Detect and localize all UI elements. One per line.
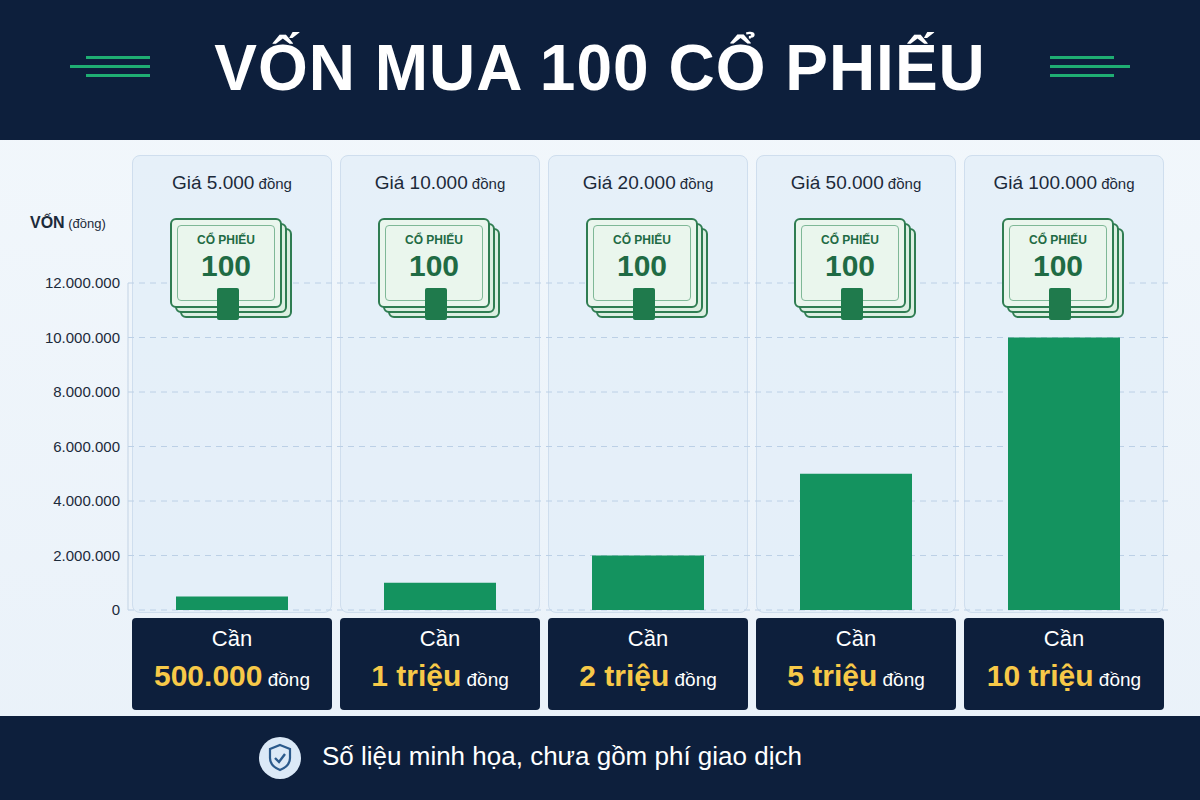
html-text:Giá 100.000đồng: Giá 100.000đồng: [993, 172, 1135, 193]
html-text:Giá 5.000đồng: Giá 5.000đồng: [172, 172, 292, 193]
svg-text:12.000.000: 12.000.000: [45, 274, 120, 291]
svg-text:6.000.000: 6.000.000: [53, 438, 120, 455]
html-text:CỔ PHIẾU: CỔ PHIẾU: [197, 233, 255, 247]
html-text:CỔ PHIẾU: CỔ PHIẾU: [1029, 233, 1087, 247]
html-text:Giá 20.000đồng: Giá 20.000đồng: [582, 172, 714, 193]
html-text:100: 100: [409, 249, 459, 282]
html-text:VỐN MUA 100 CỔ PHIẾU: VỐN MUA 100 CỔ PHIẾU: [214, 32, 986, 104]
html-text:100: 100: [1033, 249, 1083, 282]
html-text:Số liệu minh họa, chưa gồm phí: Số liệu minh họa, chưa gồm phí giao dịch: [322, 741, 802, 771]
html-text:10 triệuđồng: 10 triệuđồng: [986, 659, 1142, 692]
html-text:Giá 50.000đồng: Giá 50.000đồng: [790, 172, 922, 193]
html-text:Cần: Cần: [835, 626, 877, 651]
html-text:CỔ PHIẾU: CỔ PHIẾU: [405, 233, 463, 247]
svg-text:8.000.000: 8.000.000: [53, 383, 120, 400]
html-text:1 triệuđồng: 1 triệuđồng: [371, 659, 509, 692]
svg-text:0: 0: [112, 601, 120, 618]
html-text:Cần: Cần: [211, 626, 253, 651]
html-text:500.000đồng: 500.000đồng: [154, 659, 310, 692]
html-text:5 triệuđồng: 5 triệuđồng: [787, 659, 925, 692]
html-text:VỐN (đồng): VỐN (đồng): [30, 214, 106, 231]
html-text:Cần: Cần: [1043, 626, 1085, 651]
html-text:100: 100: [825, 249, 875, 282]
html-text:100: 100: [617, 249, 667, 282]
svg-text:10.000.000: 10.000.000: [45, 329, 120, 346]
html-text:Giá 10.000đồng: Giá 10.000đồng: [374, 172, 506, 193]
svg-text:2.000.000: 2.000.000: [53, 547, 120, 564]
html-text:Cần: Cần: [419, 626, 461, 651]
html-text:CỔ PHIẾU: CỔ PHIẾU: [613, 233, 671, 247]
html-text:CỔ PHIẾU: CỔ PHIẾU: [821, 233, 879, 247]
svg-text:4.000.000: 4.000.000: [53, 492, 120, 509]
html-text:100: 100: [201, 249, 251, 282]
html-text:2 triệuđồng: 2 triệuđồng: [579, 659, 717, 692]
html-text:Cần: Cần: [627, 626, 669, 651]
